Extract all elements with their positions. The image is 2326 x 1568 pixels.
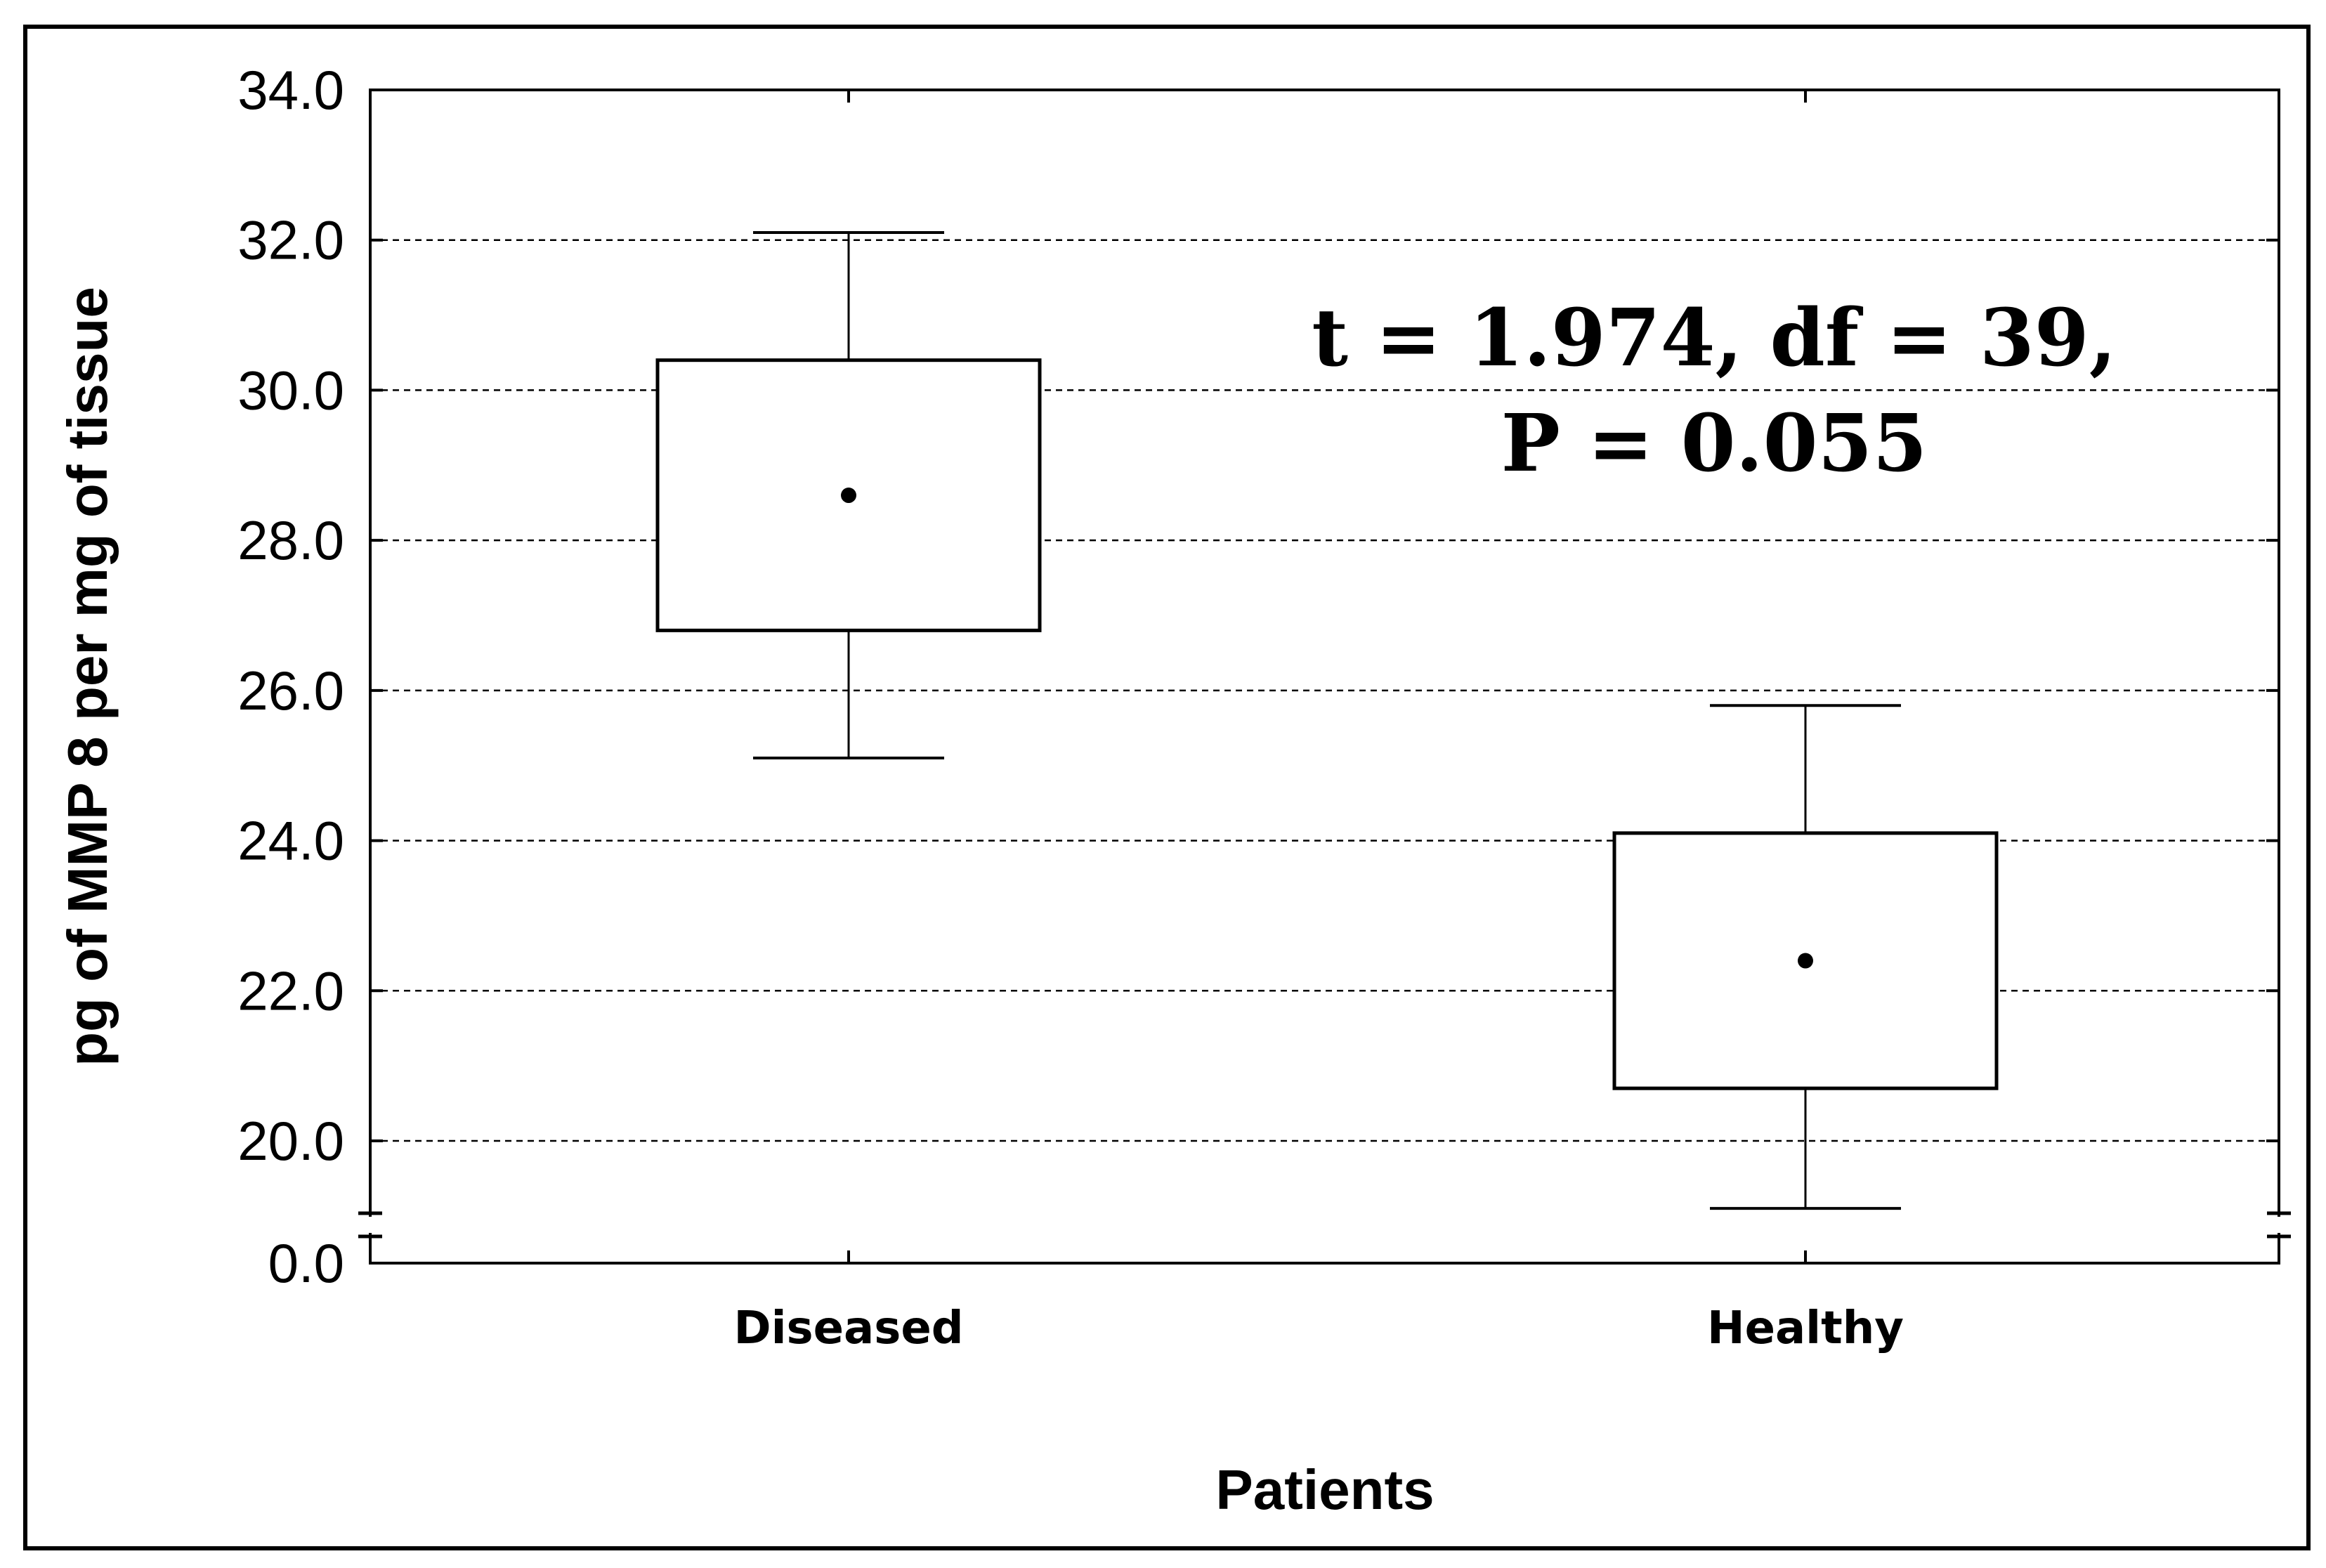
y-axis-ticks: 34.0 32.0 30.0 28.0 26.0 24.0 22.0 20.0 0.0 <box>237 59 2279 1294</box>
box-diseased <box>655 231 1042 760</box>
plot-frame <box>369 89 2280 1265</box>
y-tick-label: 26.0 <box>237 660 344 721</box>
y-tick-label: 22.0 <box>237 960 344 1021</box>
box-healthy <box>1612 704 1999 1210</box>
stats-annotation-line-2: P = 0.055 <box>1501 398 1928 490</box>
y-tick-label: 20.0 <box>237 1110 344 1172</box>
y-tick-label: 0.0 <box>268 1232 344 1294</box>
x-axis-title: Patients <box>1215 1458 1434 1521</box>
y-tick-label: 30.0 <box>237 359 344 421</box>
mean-point <box>841 488 856 504</box>
mean-point <box>1798 953 1813 969</box>
x-axis-ticks <box>847 90 1807 1263</box>
boxes <box>655 231 1999 1210</box>
y-tick-label: 28.0 <box>237 509 344 571</box>
x-category-labels: Diseased Healthy <box>733 1302 1904 1354</box>
y-axis-title: pg of MMP 8 per mg of tissue <box>56 287 119 1066</box>
y-tick-label: 34.0 <box>237 59 344 121</box>
stats-annotation-line-1: t = 1.974, df = 39, <box>1312 292 2116 384</box>
x-category-label: Diseased <box>733 1302 963 1354</box>
x-category-label: Healthy <box>1707 1302 1904 1354</box>
y-tick-label: 24.0 <box>237 810 344 872</box>
plot-area: 34.0 32.0 30.0 28.0 26.0 24.0 22.0 20.0 0.0 <box>237 59 2291 1294</box>
axis-break-marks <box>358 1211 2291 1239</box>
figure-frame <box>23 25 2311 1550</box>
y-tick-label: 32.0 <box>237 209 344 271</box>
